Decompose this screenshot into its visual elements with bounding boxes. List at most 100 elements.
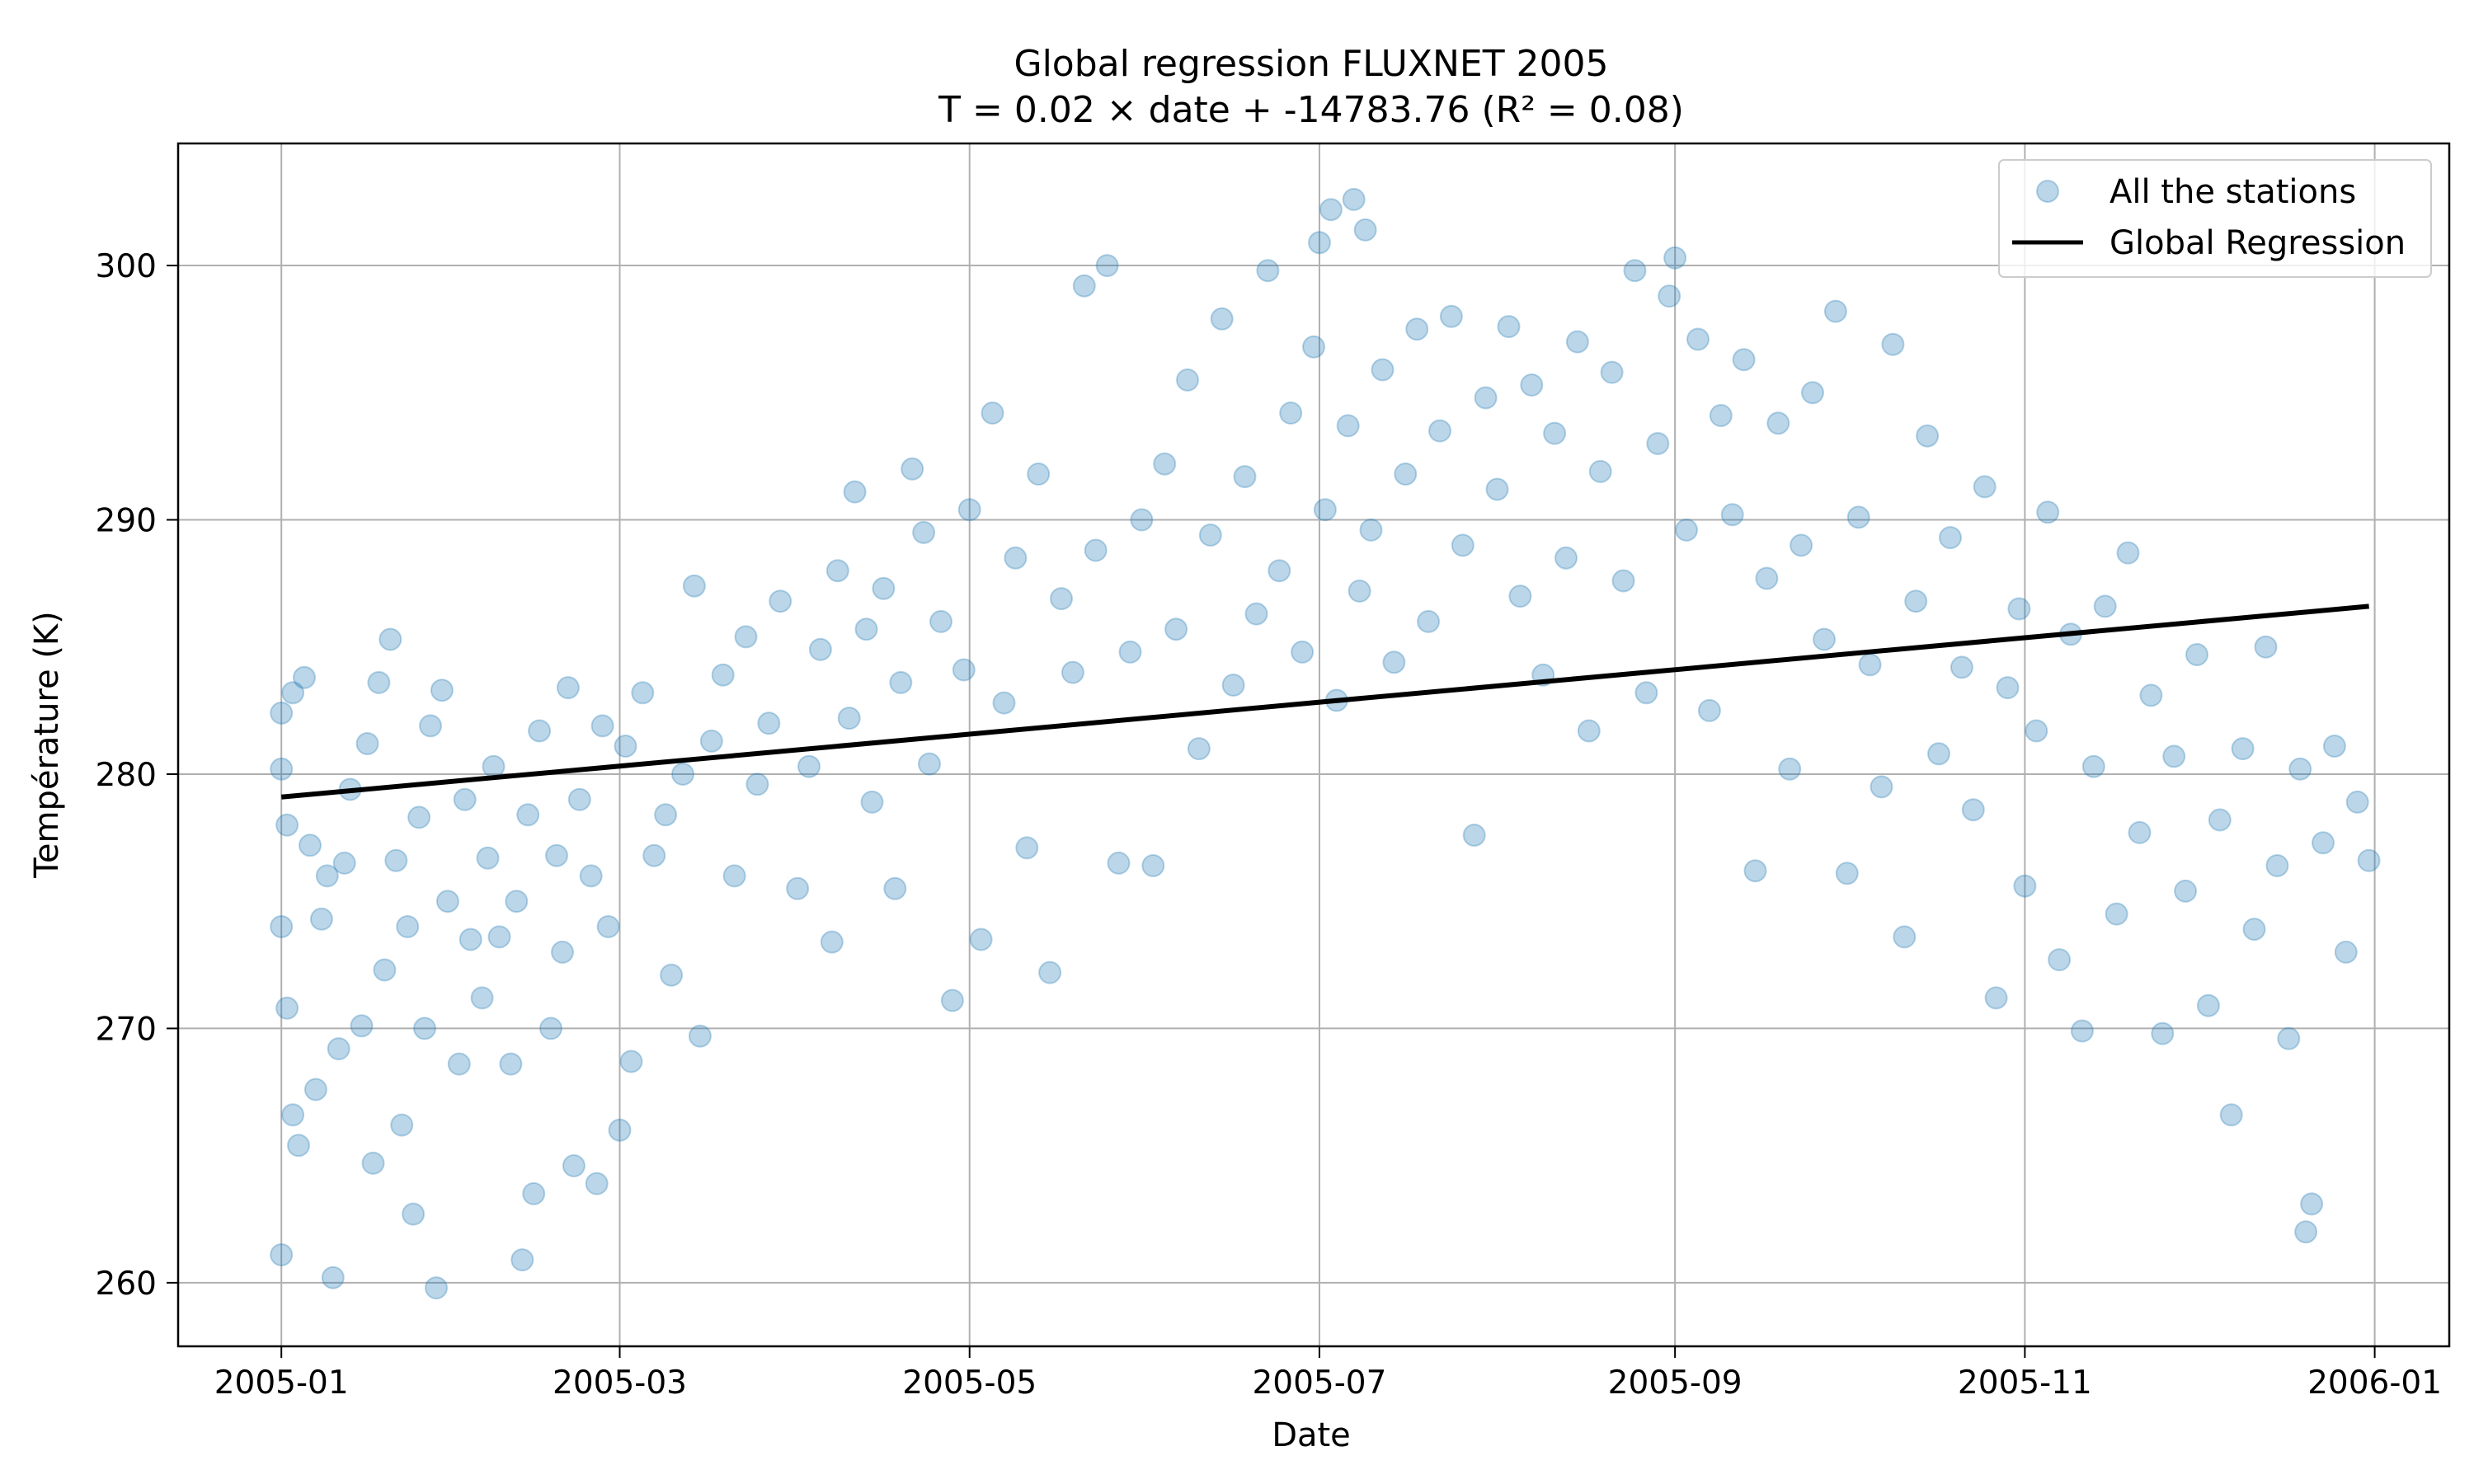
- scatter-point: [699, 729, 723, 753]
- scatter-point: [711, 663, 735, 687]
- scatter-point: [379, 627, 402, 651]
- y-tick-label: 270: [96, 1011, 157, 1048]
- scatter-point: [1973, 475, 1997, 499]
- scatter-point: [1497, 315, 1521, 339]
- scatter-point: [2300, 1192, 2324, 1216]
- scatter-point: [1176, 368, 1199, 392]
- scatter-point: [918, 752, 941, 776]
- scatter-point: [1927, 742, 1950, 766]
- scatter-point: [367, 670, 391, 694]
- scatter-point: [2357, 848, 2381, 872]
- scatter-point: [1543, 421, 1567, 445]
- scatter-point: [1611, 569, 1635, 593]
- scatter-point: [901, 457, 924, 481]
- scatter-point: [402, 1202, 426, 1226]
- legend: All the stations Global Regression: [1998, 159, 2432, 278]
- scatter-point: [2105, 902, 2128, 926]
- x-tick-label: 2005-11: [1958, 1364, 2092, 1402]
- scatter-point: [1893, 925, 1917, 949]
- scatter-point: [1313, 498, 1337, 522]
- x-tick-label: 2005-01: [214, 1364, 349, 1402]
- scatter-point: [528, 719, 552, 743]
- scatter-point: [2070, 1019, 2094, 1043]
- scatter-point: [1353, 218, 1377, 242]
- scatter-point: [1050, 587, 1073, 611]
- scatter-point: [1858, 653, 1882, 677]
- scatter-point: [470, 986, 494, 1010]
- scatter-point: [430, 679, 454, 702]
- x-tick-label: 2006-01: [2307, 1364, 2442, 1402]
- x-axis-ticks: 2005-01 2005-03 2005-05 2005-07 2005-09 2005-…: [214, 1346, 2442, 1402]
- x-tick-label: 2005-07: [1252, 1364, 1386, 1402]
- x-tick-label: 2005-03: [553, 1364, 687, 1402]
- scatter-point: [1319, 198, 1343, 222]
- y-tick-label: 300: [96, 248, 157, 285]
- scatter-point: [373, 958, 397, 982]
- scatter-point: [1778, 757, 1802, 781]
- scatter-point: [1233, 465, 1257, 489]
- scatter-point: [287, 1134, 310, 1158]
- scatter-point: [1027, 463, 1051, 486]
- scatter-point: [309, 907, 333, 931]
- scatter-point: [1405, 317, 1429, 341]
- scatter-point: [539, 1017, 562, 1040]
- plot-frame: [176, 142, 2451, 1348]
- scatter-point: [992, 691, 1016, 715]
- scatter-point: [1061, 660, 1084, 684]
- scatter-point: [1577, 719, 1601, 743]
- y-tick-label: 280: [96, 757, 157, 794]
- scatter-point: [270, 757, 294, 781]
- scatter-point: [688, 1024, 712, 1048]
- scatter-point: [315, 864, 339, 888]
- scatter-point: [1996, 676, 2020, 700]
- scatter-point: [2294, 1220, 2318, 1244]
- y-tick-label: 260: [96, 1266, 157, 1303]
- scatter-point: [2288, 757, 2312, 781]
- scatter-point: [1130, 508, 1154, 532]
- scatter-point: [476, 846, 500, 870]
- scatter-point: [1371, 358, 1395, 382]
- scatter-point: [275, 813, 299, 837]
- scatter-point: [556, 676, 580, 700]
- scatter-point: [682, 574, 706, 598]
- scatter-point: [854, 618, 878, 641]
- scatter-point: [413, 1017, 436, 1040]
- scatter-point: [1697, 698, 1721, 722]
- scatter-point: [1279, 402, 1303, 425]
- scatter-point: [327, 1037, 350, 1061]
- scatter-point: [1732, 348, 1756, 372]
- scatter-point: [293, 665, 316, 689]
- scatter-point: [957, 498, 981, 522]
- scatter-point: [1588, 459, 1612, 483]
- scatter-point: [1984, 986, 2008, 1010]
- scatter-point: [2048, 948, 2072, 972]
- scatter-point: [1244, 602, 1268, 626]
- scatter-point: [1870, 775, 1893, 799]
- scatter-point: [734, 625, 758, 649]
- scatter-point: [459, 928, 482, 951]
- scatter-point: [1743, 859, 1767, 883]
- scatter-point: [321, 1266, 345, 1289]
- scatter-point: [2219, 1103, 2243, 1127]
- scatter-point: [1095, 254, 1119, 278]
- scatter-point: [929, 609, 952, 633]
- scatter-point: [2345, 790, 2369, 814]
- scatter-point: [1846, 505, 1870, 529]
- scatter-point: [1004, 546, 1028, 570]
- legend-scatter-marker: [2036, 180, 2059, 203]
- scatter-point: [1451, 533, 1475, 557]
- scatter-point: [722, 864, 746, 888]
- scatter-point: [1198, 524, 1222, 547]
- scatter-point: [2116, 541, 2140, 565]
- scatter-point: [435, 890, 459, 913]
- scatter-point: [1141, 854, 1165, 877]
- scatter-point: [1508, 585, 1532, 608]
- scatter-point: [2128, 820, 2152, 844]
- scatter-point: [872, 576, 896, 600]
- scatter-point: [1336, 414, 1360, 438]
- scatter-point: [1291, 640, 1315, 664]
- scatter-point: [1790, 533, 1813, 557]
- scatter-point: [1600, 360, 1624, 384]
- scatter-point: [2007, 597, 2031, 621]
- scatter-point: [2093, 594, 2117, 618]
